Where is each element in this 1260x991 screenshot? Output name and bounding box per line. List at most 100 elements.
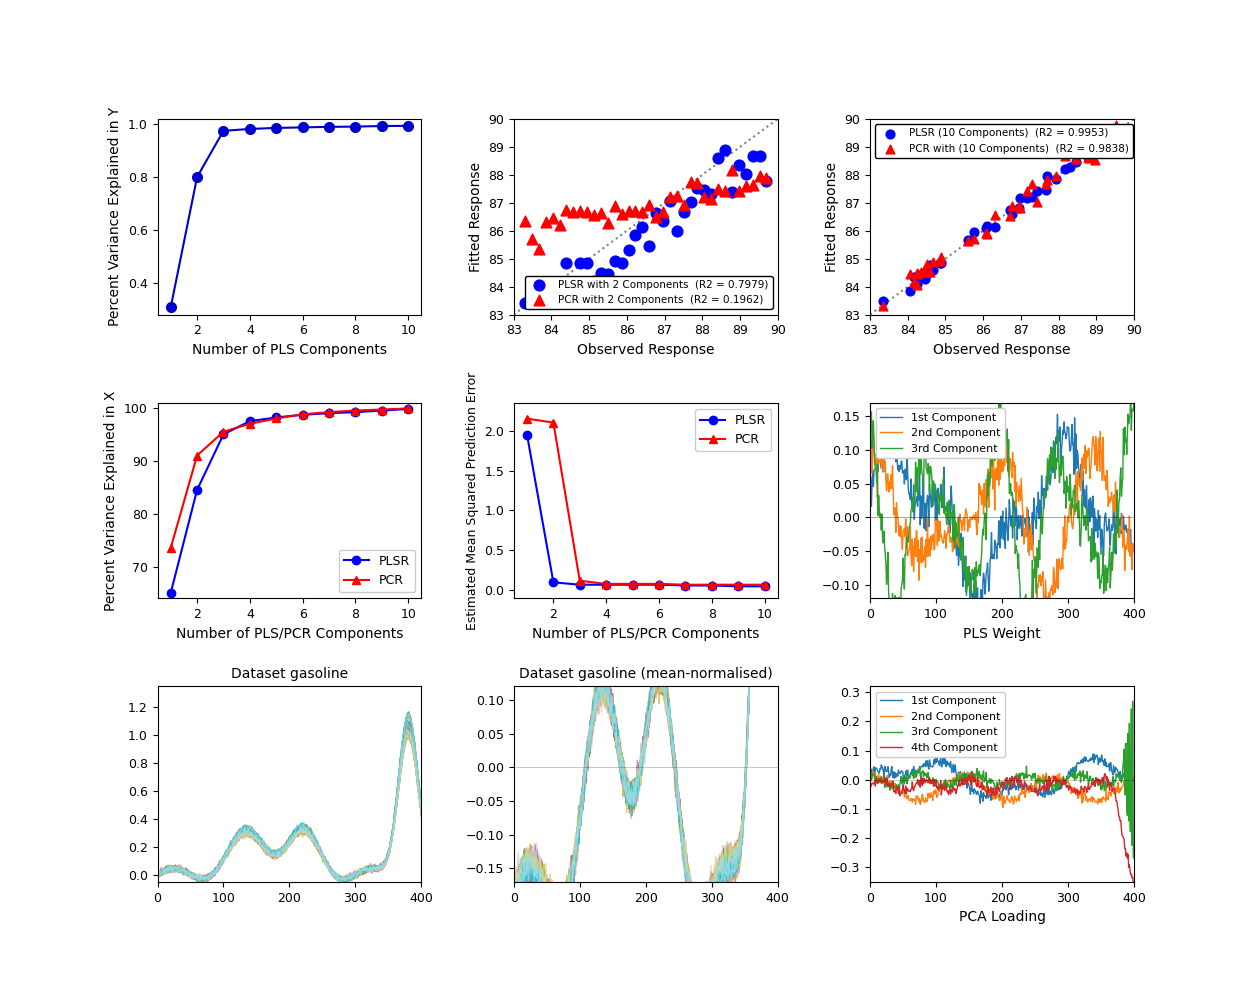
PCR <box>546 416 561 428</box>
PLSR with 2 Components  (R2 = 0.7979) <box>563 275 583 291</box>
3rd Component <box>995 402 1011 414</box>
PCR with 2 Components  (R2 = 0.1962) <box>646 209 667 225</box>
4th Component <box>1008 773 1023 785</box>
3rd Component <box>897 583 912 595</box>
PLSR (10 Components)  (R2 = 0.9953) <box>915 271 935 286</box>
PCR <box>757 579 772 591</box>
Y-axis label: Fitted Response: Fitted Response <box>469 162 483 272</box>
PCR with (10 Components)  (R2 = 0.9838) <box>1046 168 1066 184</box>
PLSR <box>348 406 363 418</box>
PLSR (10 Components)  (R2 = 0.9953) <box>976 220 997 236</box>
3rd Component <box>863 402 878 414</box>
1st Component <box>878 404 893 416</box>
PLSR with 2 Components  (R2 = 0.7979) <box>577 255 597 271</box>
Legend: PLSR, PCR: PLSR, PCR <box>696 409 771 451</box>
4th Component <box>958 771 973 783</box>
4th Component <box>1126 880 1142 892</box>
PCR with 2 Components  (R2 = 0.1962) <box>742 176 762 192</box>
PLSR (10 Components)  (R2 = 0.9953) <box>911 268 931 283</box>
PCR with 2 Components  (R2 = 0.1962) <box>625 203 645 219</box>
PCR <box>704 579 719 591</box>
PLSR (10 Components)  (R2 = 0.9953) <box>1017 190 1037 206</box>
3rd Component <box>1031 775 1046 787</box>
1st Component <box>1126 773 1142 785</box>
PLSR (10 Components)  (R2 = 0.9953) <box>931 255 951 271</box>
PCR with (10 Components)  (R2 = 0.9838) <box>1036 175 1056 191</box>
3rd Component <box>958 769 973 781</box>
PCR with 2 Components  (R2 = 0.1962) <box>688 175 708 191</box>
PCR with 2 Components  (R2 = 0.1962) <box>522 231 542 247</box>
PCR <box>189 450 204 462</box>
PLSR <box>163 587 178 599</box>
PCR with (10 Components)  (R2 = 0.9838) <box>930 253 950 269</box>
4th Component <box>995 777 1011 789</box>
PCR with 2 Components  (R2 = 0.1962) <box>708 181 728 197</box>
PCR with (10 Components)  (R2 = 0.9838) <box>1061 144 1081 160</box>
PLSR (10 Components)  (R2 = 0.9953) <box>1085 137 1105 153</box>
4th Component <box>1032 783 1047 795</box>
PCR with 2 Components  (R2 = 0.1962) <box>736 178 756 194</box>
PLSR <box>215 428 231 440</box>
PCR with (10 Components)  (R2 = 0.9838) <box>931 249 951 265</box>
4th Component <box>863 779 878 791</box>
X-axis label: Observed Response: Observed Response <box>577 343 714 357</box>
PCR with 2 Components  (R2 = 0.1962) <box>701 191 721 207</box>
2nd Component <box>897 788 912 800</box>
PLSR (10 Components)  (R2 = 0.9953) <box>907 272 927 287</box>
PLSR with 2 Components  (R2 = 0.7979) <box>756 172 776 188</box>
PCR with 2 Components  (R2 = 0.1962) <box>563 204 583 220</box>
1st Component <box>995 784 1011 796</box>
PCR with 2 Components  (R2 = 0.1962) <box>591 205 611 221</box>
Legend: 1st Component, 2nd Component, 3rd Component: 1st Component, 2nd Component, 3rd Compon… <box>876 408 1005 458</box>
PCR with 2 Components  (R2 = 0.1962) <box>583 207 604 223</box>
PCR <box>242 418 257 430</box>
PCR with 2 Components  (R2 = 0.1962) <box>674 196 694 212</box>
4th Component <box>1056 778 1071 790</box>
PLSR with 2 Components  (R2 = 0.7979) <box>536 288 556 304</box>
PLSR with 2 Components  (R2 = 0.7979) <box>694 182 714 198</box>
PLSR (10 Components)  (R2 = 0.9953) <box>1055 162 1075 177</box>
Line: 3rd Component: 3rd Component <box>871 387 1134 652</box>
2nd Component <box>958 509 973 521</box>
PCR with (10 Components)  (R2 = 0.9838) <box>1037 171 1057 187</box>
PCR with 2 Components  (R2 = 0.1962) <box>694 189 714 205</box>
PLSR with 2 Components  (R2 = 0.7979) <box>660 193 680 209</box>
3rd Component <box>1007 771 1022 783</box>
PLSR with 2 Components  (R2 = 0.7979) <box>728 158 748 173</box>
PCR <box>295 408 310 420</box>
PCR with (10 Components)  (R2 = 0.9838) <box>915 265 935 280</box>
PLSR with 2 Components  (R2 = 0.7979) <box>515 295 535 311</box>
Line: 1st Component: 1st Component <box>871 410 1134 637</box>
PCR <box>572 575 587 587</box>
PCR with (10 Components)  (R2 = 0.9838) <box>906 265 926 280</box>
PCR with (10 Components)  (R2 = 0.9838) <box>1011 200 1031 216</box>
PCR with (10 Components)  (R2 = 0.9838) <box>1079 150 1099 165</box>
PCR with 2 Components  (R2 = 0.1962) <box>571 203 591 219</box>
PLSR (10 Components)  (R2 = 0.9953) <box>1061 160 1081 175</box>
PCR with 2 Components  (R2 = 0.1962) <box>714 183 735 199</box>
PCR with 2 Components  (R2 = 0.1962) <box>515 213 535 229</box>
PLSR with 2 Components  (R2 = 0.7979) <box>591 266 611 281</box>
PLSR with 2 Components  (R2 = 0.7979) <box>653 213 673 229</box>
1st Component <box>997 516 1012 528</box>
1st Component <box>1056 778 1071 790</box>
PLSR <box>546 577 561 589</box>
2nd Component <box>995 802 1011 814</box>
1st Component <box>1008 500 1023 512</box>
PLSR with 2 Components  (R2 = 0.7979) <box>646 205 667 221</box>
1st Component <box>958 777 973 789</box>
PCR <box>651 578 667 590</box>
PCR with (10 Components)  (R2 = 0.9838) <box>915 265 935 280</box>
PLSR (10 Components)  (R2 = 0.9953) <box>900 283 920 299</box>
PCR with 2 Components  (R2 = 0.1962) <box>680 173 701 189</box>
PLSR with 2 Components  (R2 = 0.7979) <box>722 184 742 200</box>
2nd Component <box>897 522 912 534</box>
PLSR with 2 Components  (R2 = 0.7979) <box>529 288 549 304</box>
PLSR <box>731 581 746 593</box>
PCR <box>374 403 389 415</box>
1st Component <box>1086 748 1101 760</box>
3rd Component <box>1007 519 1022 531</box>
1st Component <box>897 771 912 783</box>
PCR with 2 Components  (R2 = 0.1962) <box>667 188 687 204</box>
PLSR (10 Components)  (R2 = 0.9953) <box>1046 170 1066 186</box>
